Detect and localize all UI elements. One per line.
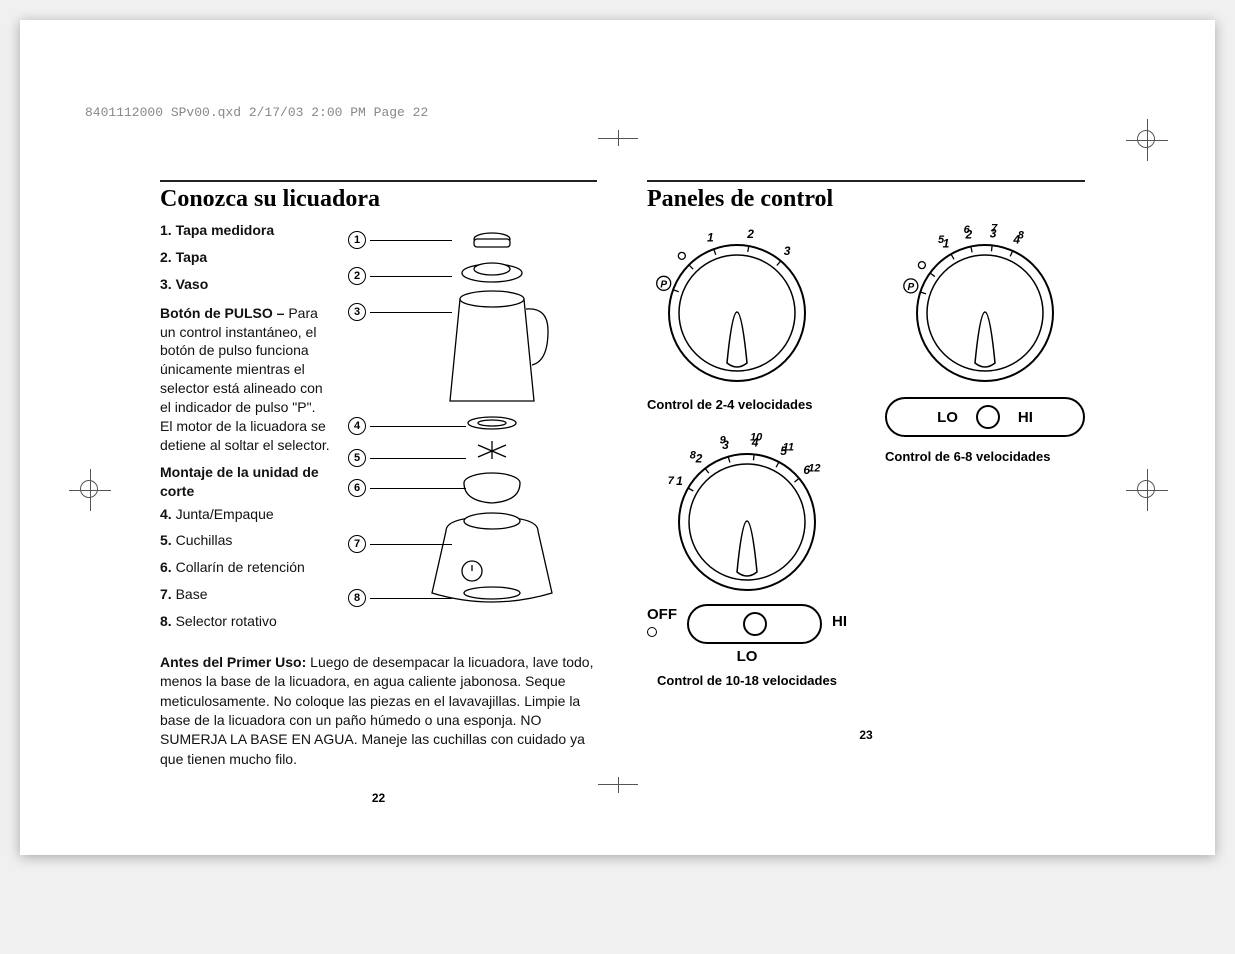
part-4-num: 4.: [160, 506, 172, 522]
lo-hi-switch: [687, 604, 822, 644]
leader-2: [370, 276, 452, 277]
part-2-num: 2.: [160, 249, 172, 265]
off-indicator-icon: [647, 627, 657, 637]
before-use-paragraph: Antes del Primer Uso: Luego de desempaca…: [160, 653, 597, 769]
callout-3: 3: [348, 303, 366, 321]
svg-text:7: 7: [668, 475, 675, 487]
blender-exploded-diagram: 1 2 3 4 5 6 7 8: [342, 221, 597, 621]
switch-knob-icon: [743, 612, 767, 636]
dial-2-4-svg: P 1 2 3: [647, 221, 827, 391]
part-4-label: Junta/Empaque: [176, 506, 274, 522]
page-number-left: 22: [160, 791, 597, 805]
switch-lo-label: LO: [647, 648, 847, 665]
prepress-header: 8401112000 SPv00.qxd 2/17/03 2:00 PM Pag…: [85, 105, 428, 120]
assembly-head: Montaje de la unidad de corte: [160, 463, 330, 501]
part-2-label: Tapa: [176, 249, 208, 265]
svg-text:7: 7: [991, 222, 998, 234]
before-head: Antes del Primer Uso:: [160, 654, 310, 670]
left-title: Conozca su licuadora: [160, 180, 597, 213]
svg-text:P: P: [660, 279, 667, 290]
callout-2: 2: [348, 267, 366, 285]
svg-text:11: 11: [783, 441, 794, 453]
crop-mark-left: [80, 480, 98, 498]
part-7-label: Base: [176, 586, 208, 602]
leader-6: [370, 488, 466, 489]
svg-text:6: 6: [964, 224, 971, 236]
dial-6-8-caption: Control de 6-8 velocidades: [885, 449, 1085, 464]
callout-6: 6: [348, 479, 366, 497]
leader-4: [370, 426, 466, 427]
dial-10-18-svg: 123456789101112: [647, 430, 847, 598]
svg-text:9: 9: [720, 434, 727, 446]
leader-3: [370, 312, 452, 313]
callout-5: 5: [348, 449, 366, 467]
right-page: Paneles de control P123 Control de 2-4 v…: [647, 180, 1085, 805]
svg-text:12: 12: [808, 462, 820, 474]
dial-10-18-block: 123456789101112 OFF HI LO: [647, 430, 847, 688]
before-body: Luego de desempacar la licuadora, lave t…: [160, 654, 593, 767]
dial-6-8-svg: P12345678: [885, 221, 1085, 391]
leader-1: [370, 240, 452, 241]
svg-text:1: 1: [676, 474, 683, 488]
crop-mark-top: [20, 130, 1215, 160]
switch-lo-68: LO: [937, 409, 958, 426]
switch-hi-68: HI: [1018, 409, 1033, 426]
crop-mark-bottom: [20, 755, 1215, 785]
callout-4: 4: [348, 417, 366, 435]
svg-text:3: 3: [784, 244, 791, 258]
leader-8: [370, 598, 452, 599]
dial-6-8-block: P12345678 LO HI Control de 6-8 velocidad…: [885, 221, 1085, 464]
leader-5: [370, 458, 466, 459]
part-8-num: 8.: [160, 613, 172, 629]
right-title: Paneles de control: [647, 180, 1085, 213]
svg-text:8: 8: [1018, 230, 1025, 242]
switch-knob-68-icon: [976, 405, 1000, 429]
leader-7: [370, 544, 452, 545]
part-6-label: Collarín de retención: [176, 559, 305, 575]
dial-2-4-caption: Control de 2-4 velocidades: [647, 397, 847, 412]
svg-text:5: 5: [938, 234, 945, 246]
page-spread: 8401112000 SPv00.qxd 2/17/03 2:00 PM Pag…: [20, 20, 1215, 855]
svg-text:10: 10: [750, 431, 763, 443]
pulse-head: Botón de PULSO –: [160, 305, 288, 321]
left-page: Conozca su licuadora 1. Tapa medidora 2.…: [160, 180, 597, 805]
part-3-label: Vaso: [176, 276, 209, 292]
part-5-label: Cuchillas: [176, 532, 233, 548]
svg-text:2: 2: [746, 227, 754, 241]
crop-mark-right: [1137, 480, 1155, 498]
callout-7: 7: [348, 535, 366, 553]
part-7-num: 7.: [160, 586, 172, 602]
svg-text:P: P: [907, 282, 914, 293]
callout-1: 1: [348, 231, 366, 249]
part-6-num: 6.: [160, 559, 172, 575]
part-1-label: Tapa medidora: [176, 222, 275, 238]
switch-off-label: OFF: [647, 606, 677, 623]
part-5-num: 5.: [160, 532, 172, 548]
svg-text:1: 1: [707, 231, 714, 245]
part-1-num: 1.: [160, 222, 172, 238]
lo-hi-switch-68: LO HI: [885, 397, 1085, 437]
part-8-label: Selector rotativo: [176, 613, 277, 629]
left-text-column: 1. Tapa medidora 2. Tapa 3. Vaso Botón d…: [160, 221, 330, 639]
dial-10-18-caption: Control de 10-18 velocidades: [647, 673, 847, 688]
dial-2-4-block: P 1 2 3 Control de 2-4 velocidades: [647, 221, 847, 412]
switch-hi-label: HI: [832, 613, 847, 630]
blender-svg: [342, 221, 572, 621]
callout-8: 8: [348, 589, 366, 607]
page-number-right: 23: [647, 728, 1085, 742]
pulse-body: Para un control instantáneo, el botón de…: [160, 305, 330, 453]
svg-text:8: 8: [690, 450, 697, 462]
part-3-num: 3.: [160, 276, 172, 292]
